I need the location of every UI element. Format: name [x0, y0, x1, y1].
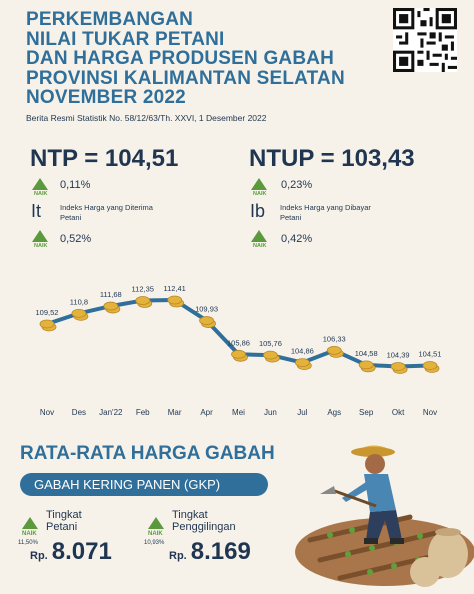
title-line: DAN HARGA PRODUSEN GABAH — [26, 48, 335, 69]
penggilingan-price: Rp. 8.169 — [169, 538, 251, 566]
data-point — [263, 350, 280, 363]
naik-label: NAIK — [148, 531, 163, 537]
title-line: NOVEMBER 2022 — [26, 87, 186, 108]
up-arrow-icon — [22, 517, 38, 529]
data-label: 110,8 — [70, 297, 88, 306]
data-point — [135, 296, 153, 308]
petani-price: Rp. 8.071 — [30, 538, 112, 566]
x-tick-label: Sep — [359, 408, 374, 417]
data-label: 104,58 — [355, 349, 378, 358]
data-point — [199, 316, 216, 328]
data-label: 104,86 — [291, 347, 314, 356]
it-letter: It — [31, 201, 42, 221]
up-arrow-icon — [251, 178, 267, 190]
naik-label: NAIK — [34, 191, 48, 197]
petani-label-line1: Tingkat — [46, 509, 82, 521]
title-line: PROVINSI KALIMANTAN SELATAN — [26, 67, 345, 89]
x-tick-label: Ags — [327, 408, 341, 417]
title-line: NILAI TUKAR PETANI — [26, 28, 225, 50]
penggilingan-price-value: 8.169 — [190, 538, 251, 565]
it-description: Indeks Harga yang Diterima Petani — [60, 203, 153, 222]
up-arrow-icon — [32, 178, 48, 190]
data-label: 111,68 — [100, 290, 122, 299]
currency-label: Rp. — [30, 550, 48, 562]
data-label: 109,93 — [195, 305, 218, 314]
petani-label: Tingkat Petani — [46, 509, 82, 533]
penggilingan-change: 10,93% — [144, 540, 165, 546]
data-point — [167, 295, 185, 308]
data-point — [358, 360, 376, 373]
it-change: 0,52% — [60, 233, 92, 245]
x-tick-label: Jan'22 — [99, 408, 123, 417]
x-tick-label: Feb — [136, 408, 150, 417]
data-point — [39, 319, 57, 332]
x-tick-label: Mar — [168, 408, 182, 417]
x-tick-label: Apr — [200, 408, 213, 417]
data-point — [231, 349, 248, 362]
x-tick-label: Mei — [232, 408, 245, 417]
x-tick-label: Nov — [40, 408, 54, 417]
penggilingan-label-line1: Tingkat — [172, 509, 208, 521]
data-label: 106,33 — [323, 334, 346, 343]
ntp-change: 0,11% — [60, 179, 91, 191]
data-point — [71, 308, 89, 321]
data-point — [103, 301, 121, 314]
petani-label-line2: Petani — [46, 521, 78, 533]
naik-label: NAIK — [22, 531, 37, 537]
up-arrow-icon — [32, 230, 48, 242]
naik-label: NAIK — [34, 243, 48, 249]
petani-price-value: 8.071 — [51, 538, 112, 565]
data-label: 105,76 — [259, 339, 282, 348]
data-point — [326, 346, 344, 358]
title-line: PERKEMBANGAN — [26, 9, 194, 30]
gabah-section-title: RATA-RATA HARGA GABAH — [20, 443, 275, 464]
qr-code-icon[interactable] — [393, 8, 457, 72]
x-tick-label: Nov — [423, 408, 437, 417]
data-point — [390, 362, 408, 374]
subtitle: Berita Resmi Statistik No. 58/12/63/Th. … — [26, 113, 267, 123]
naik-label: NAIK — [253, 243, 267, 249]
ib-letter: Ib — [250, 201, 266, 221]
data-label: 109,52 — [36, 308, 59, 317]
x-tick-label: Des — [72, 408, 86, 417]
page-title: PERKEMBANGAN NILAI TUKAR PETANI DAN HARG… — [26, 10, 406, 108]
currency-label: Rp. — [169, 550, 187, 562]
ntp-value: NTP = 104,51 — [30, 145, 179, 172]
data-label: 104,51 — [419, 349, 442, 358]
data-label: 105,86 — [227, 338, 250, 347]
ntp-line-chart: 109,52 Nov 110,8 Des 111,68 Jan'22 112,35 Feb 11… — [36, 284, 442, 417]
data-label: 112,41 — [163, 284, 185, 293]
petani-change: 11,50% — [18, 540, 38, 546]
up-arrow-icon — [148, 517, 164, 529]
data-label: 112,35 — [132, 285, 154, 294]
ntup-change: 0,23% — [281, 179, 313, 191]
ib-description: Indeks Harga yang Dibayar Petani — [280, 203, 371, 222]
x-tick-label: Jun — [264, 408, 277, 417]
data-point — [294, 358, 312, 370]
x-tick-label: Okt — [392, 408, 405, 417]
ib-change: 0,42% — [281, 233, 313, 245]
data-point — [422, 361, 440, 373]
x-tick-label: Jul — [297, 408, 307, 417]
penggilingan-label: Tingkat Penggilingan — [172, 509, 236, 533]
naik-label: NAIK — [253, 191, 267, 197]
farmer-illustration — [295, 445, 474, 587]
ntup-value: NTUP = 103,43 — [249, 145, 415, 172]
penggilingan-label-line2: Penggilingan — [172, 521, 236, 533]
gkp-pill: GABAH KERING PANEN (GKP) — [20, 473, 268, 496]
data-label: 104,39 — [387, 350, 410, 359]
up-arrow-icon — [251, 230, 267, 242]
